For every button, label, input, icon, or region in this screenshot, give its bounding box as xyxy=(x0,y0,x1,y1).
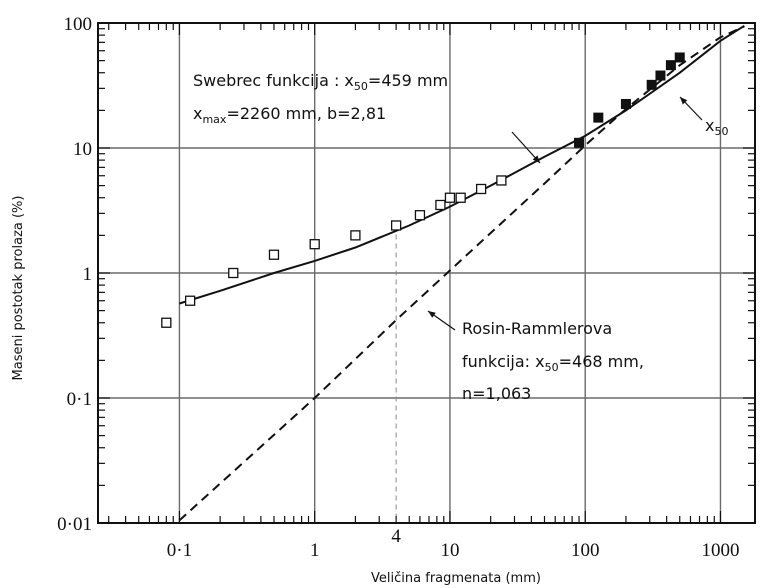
swebrec-curve xyxy=(179,24,745,305)
y-tick-label: 100 xyxy=(64,14,93,35)
plot-frame xyxy=(97,22,756,524)
filled-square-point xyxy=(620,98,631,109)
swebrec-line1-sub: 50 xyxy=(354,80,368,93)
rosin-label-line3: n=1,063 xyxy=(462,384,531,403)
y-tick-label: 0·01 xyxy=(57,514,92,535)
annotation-pointers xyxy=(427,96,703,331)
y-axis-title: Maseni postotak prolaza (%) xyxy=(11,196,26,381)
filled-square-point xyxy=(646,79,657,90)
open-square-point xyxy=(184,295,196,306)
swebrec-line1-suffix: =459 mm xyxy=(368,71,448,90)
rosin-label-line1: Rosin-Rammlerova xyxy=(462,319,612,338)
open-square-point xyxy=(455,192,466,203)
swebrec-line2-prefix: x xyxy=(193,104,202,123)
y-tick-label: 0·1 xyxy=(67,389,92,410)
filled-square-point xyxy=(665,60,676,71)
x-tick-label: 0·1 xyxy=(167,540,192,561)
markers xyxy=(161,52,685,328)
swebrec-label-line1: Swebrec funkcija : x50=459 mm xyxy=(193,71,448,93)
rosin-label-line2: funkcija: x50=468 mm, xyxy=(462,352,644,374)
y-tick-label: 10 xyxy=(73,139,92,160)
open-square-point xyxy=(496,175,507,186)
x-tick-label: 100 xyxy=(571,540,600,561)
open-square-point xyxy=(444,192,456,203)
swebrec-line1-prefix: Swebrec funkcija : x xyxy=(193,71,354,90)
filled-square-point xyxy=(655,70,666,81)
x-tick-label: 10 xyxy=(440,540,459,561)
filled-square-point xyxy=(574,137,585,148)
open-square-point xyxy=(350,230,361,241)
filled-square-point xyxy=(674,52,685,63)
swebrec-label-line2: xmax=2260 mm, b=2,81 xyxy=(193,104,386,126)
grid xyxy=(98,23,755,523)
open-square-point xyxy=(268,249,280,260)
curves xyxy=(178,24,745,522)
open-square-point xyxy=(161,317,172,328)
rosin-line2-prefix: funkcija: x xyxy=(462,352,545,371)
x50-label-main: x xyxy=(705,116,714,135)
swebrec-line2-sub: max xyxy=(202,113,226,126)
filled-square-point xyxy=(593,112,604,123)
open-square-point xyxy=(390,220,402,231)
open-square-point xyxy=(228,267,239,279)
y-tick-label: 1 xyxy=(83,264,93,285)
open-square-point xyxy=(435,199,446,211)
open-square-point xyxy=(475,183,487,195)
x-tick-label: 4 xyxy=(391,526,401,547)
x50-label: x50 xyxy=(705,116,728,138)
x50-pointer-head xyxy=(680,97,688,105)
open-square-point xyxy=(309,239,320,250)
x50-label-sub: 50 xyxy=(714,125,728,138)
x-axis-title: Veličina fragmenata (mm) xyxy=(371,571,541,586)
tick-labels: 0·1 1 4 10 100 1000 100 10 1 0·1 0·01 xyxy=(57,14,739,561)
rosin-pointer-head xyxy=(428,311,436,318)
rosin-line2-suffix: =468 mm, xyxy=(559,352,644,371)
x-tick-label: 1000 xyxy=(701,540,739,561)
swebrec-line2-suffix: =2260 mm, b=2,81 xyxy=(226,104,386,123)
swebrec-pointer-head xyxy=(532,155,540,163)
rosin-line2-sub: 50 xyxy=(545,361,559,374)
x-tick-label: 1 xyxy=(310,540,320,561)
open-square-point xyxy=(414,210,426,221)
